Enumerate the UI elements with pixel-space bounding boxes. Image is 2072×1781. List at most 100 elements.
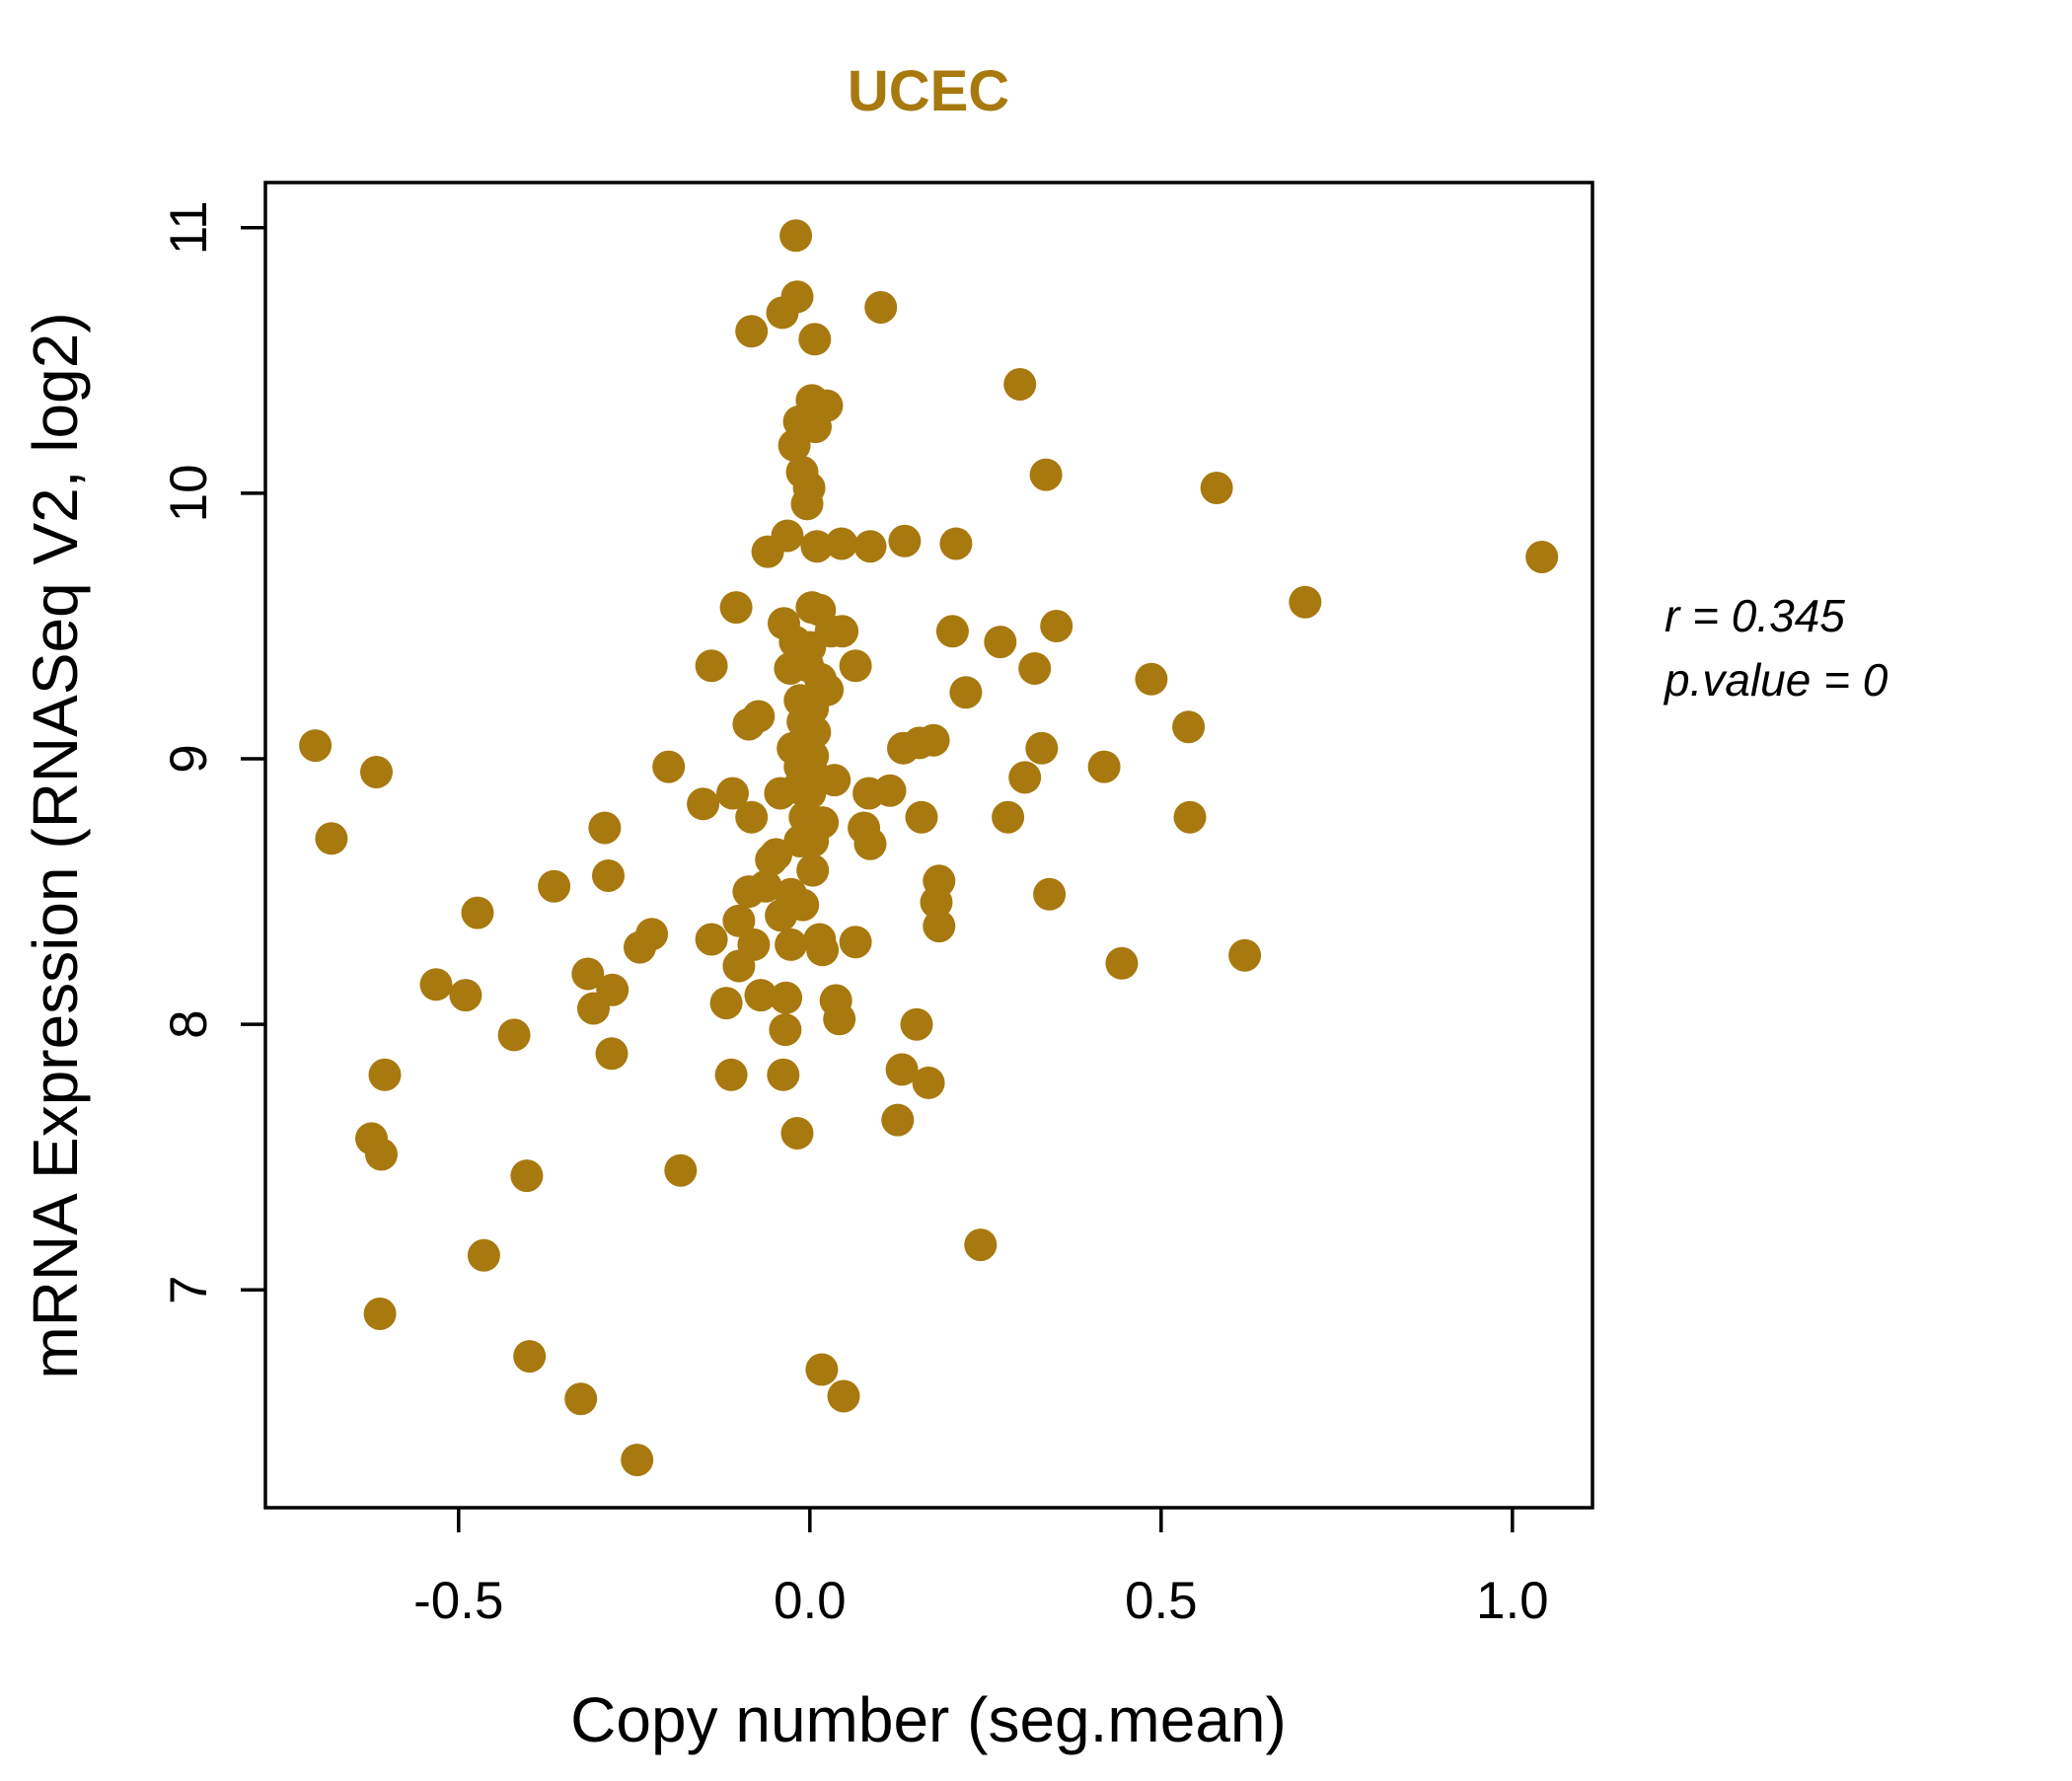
data-point [1008, 761, 1042, 794]
data-point [1172, 710, 1206, 744]
data-point [920, 885, 953, 919]
data-point [825, 527, 858, 560]
data-point [449, 979, 482, 1012]
data-point [780, 1117, 814, 1150]
data-point [722, 904, 756, 937]
data-point [652, 750, 686, 783]
x-tick-label: 1.0 [1476, 1572, 1549, 1630]
data-point [365, 1138, 398, 1171]
annotation-p-value: p.value = 0 [1663, 654, 1888, 705]
data-point [818, 764, 851, 797]
data-point [577, 992, 610, 1025]
data-point [769, 1013, 802, 1047]
data-point [839, 926, 872, 959]
x-tick-label: -0.5 [413, 1572, 503, 1630]
data-point [1200, 472, 1233, 504]
data-point [777, 428, 811, 462]
y-tick-label: 8 [160, 1009, 218, 1038]
data-point [1289, 585, 1322, 619]
x-tick-label: 0.0 [774, 1572, 847, 1630]
y-tick-label: 11 [160, 200, 218, 255]
data-point [419, 968, 453, 1002]
x-tick-label: 0.5 [1125, 1572, 1198, 1630]
data-point [664, 1153, 698, 1187]
data-point [595, 1037, 629, 1071]
x-axis-label: Copy number (seg.mean) [570, 1684, 1287, 1755]
data-point [564, 1382, 598, 1416]
data-point [1087, 750, 1121, 783]
data-point [984, 626, 1017, 659]
data-point [775, 928, 808, 961]
x-axis-ticks: -0.5 0.0 0.5 1.0 [413, 1508, 1549, 1630]
data-point [826, 615, 859, 648]
data-point [1525, 541, 1559, 573]
data-point [900, 1007, 933, 1041]
data-point [735, 800, 769, 834]
data-point [923, 910, 956, 943]
data-point [538, 869, 571, 903]
data-point [497, 1018, 531, 1052]
y-axis-label: mRNA Expression (RNASeq V2, log2) [20, 312, 91, 1378]
data-point [709, 987, 743, 1020]
data-point [779, 219, 813, 253]
data-point [513, 1340, 547, 1373]
data-point [939, 527, 973, 560]
data-point [949, 676, 983, 709]
data-point [621, 1444, 654, 1477]
data-point [735, 315, 769, 348]
data-point [881, 1103, 915, 1137]
data-point [687, 787, 720, 821]
y-axis-ticks: 7 8 9 10 11 [160, 200, 265, 1304]
data-point [864, 291, 898, 324]
data-point [1025, 731, 1059, 765]
data-point [732, 707, 766, 741]
data-point [1040, 610, 1073, 642]
data-point [873, 774, 907, 807]
data-point [805, 1353, 839, 1386]
data-point [888, 524, 922, 557]
data-point [799, 410, 832, 444]
data-point [363, 1298, 397, 1330]
data-point [764, 777, 797, 810]
data-point [744, 979, 777, 1012]
data-point [1003, 368, 1037, 401]
plot-box [263, 181, 1594, 1510]
data-point [624, 930, 656, 964]
data-point [695, 649, 728, 683]
data-point [796, 853, 830, 887]
data-point [1105, 946, 1139, 980]
data-point [798, 323, 832, 356]
data-point [368, 1058, 402, 1091]
data-point [800, 530, 834, 563]
data-point [912, 1066, 945, 1099]
data-point [467, 1238, 500, 1272]
data-point [588, 811, 622, 845]
scatter-points [299, 219, 1559, 1477]
data-point [510, 1159, 544, 1193]
data-point [571, 957, 605, 991]
data-point [905, 800, 938, 834]
data-point [783, 825, 817, 857]
data-point [1033, 877, 1067, 911]
data-point [917, 723, 950, 757]
data-point [827, 1379, 860, 1413]
data-point [770, 981, 803, 1014]
data-point [767, 1058, 800, 1091]
data-point [935, 615, 969, 648]
data-point [755, 843, 788, 876]
data-point [964, 1228, 998, 1262]
data-point [751, 535, 784, 568]
chart-title: UCEC [848, 59, 1009, 123]
data-point [992, 800, 1025, 834]
data-point [839, 649, 872, 683]
data-point [765, 899, 798, 932]
data-point [461, 896, 494, 929]
data-point [716, 777, 749, 810]
data-point [806, 933, 840, 967]
data-point [695, 923, 728, 956]
data-point [885, 1053, 919, 1086]
y-tick-label: 9 [160, 744, 218, 773]
y-tick-label: 7 [160, 1276, 218, 1304]
data-point [853, 827, 887, 860]
